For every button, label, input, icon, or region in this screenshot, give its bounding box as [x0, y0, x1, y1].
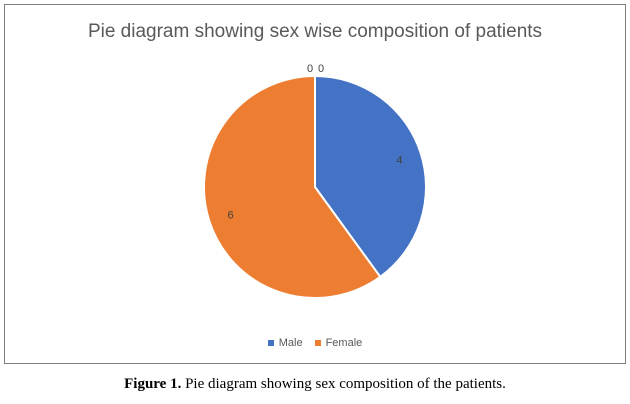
data-label-male: 4	[396, 155, 402, 167]
legend-label-male: Male	[278, 337, 303, 349]
legend-swatch-male	[267, 340, 274, 346]
legend: Male Female	[5, 337, 625, 349]
caption-text: Pie diagram showing sex composition of t…	[181, 376, 506, 392]
zero-label-1: 0	[318, 63, 324, 75]
legend-label-female: Female	[325, 337, 363, 349]
pie-slice-female	[203, 74, 382, 299]
caption-label: Figure 1.	[124, 376, 182, 392]
legend-entry-male: Male	[267, 337, 303, 349]
pie-chart: 4 6 0 0	[203, 63, 427, 299]
chart-frame: Pie diagram showing sex wise composition…	[4, 4, 626, 364]
figure-caption: Figure 1. Pie diagram showing sex compos…	[0, 376, 630, 393]
legend-swatch-female	[314, 340, 321, 346]
zero-label-0: 0	[307, 63, 313, 75]
legend-entry-female: Female	[314, 337, 363, 349]
chart-title: Pie diagram showing sex wise composition…	[87, 21, 543, 42]
pie-slice-male	[314, 74, 427, 279]
data-label-female: 6	[227, 209, 233, 221]
